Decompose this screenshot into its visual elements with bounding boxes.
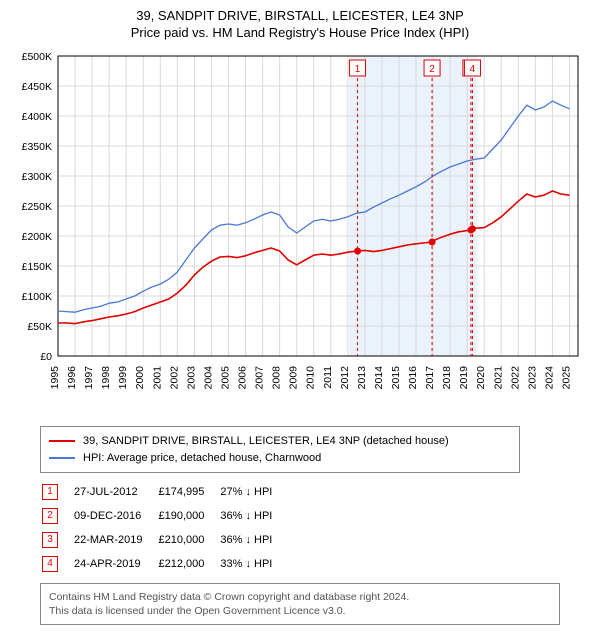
svg-text:2002: 2002 bbox=[168, 366, 180, 390]
legend-item: 39, SANDPIT DRIVE, BIRSTALL, LEICESTER, … bbox=[49, 433, 511, 450]
svg-text:2004: 2004 bbox=[202, 366, 214, 390]
svg-text:2020: 2020 bbox=[475, 366, 487, 390]
price-chart: £0 £50K £100K £150K £200K £250K £300K £350K £400… bbox=[10, 46, 590, 416]
sale-delta: 36% ↓ HPI bbox=[220, 505, 286, 527]
table-row: 2 09-DEC-2016£190,00036% ↓ HPI bbox=[42, 505, 286, 527]
svg-text:2016: 2016 bbox=[407, 366, 419, 390]
svg-text:2: 2 bbox=[429, 64, 435, 75]
svg-text:£450K: £450K bbox=[22, 81, 52, 93]
svg-text:£0: £0 bbox=[40, 351, 52, 363]
legend-label: 39, SANDPIT DRIVE, BIRSTALL, LEICESTER, … bbox=[83, 433, 449, 450]
legend-swatch bbox=[49, 440, 75, 442]
svg-text:2024: 2024 bbox=[543, 366, 555, 390]
svg-text:2019: 2019 bbox=[458, 366, 470, 390]
svg-text:2017: 2017 bbox=[424, 366, 436, 390]
svg-text:2014: 2014 bbox=[373, 366, 385, 390]
attribution: Contains HM Land Registry data © Crown c… bbox=[40, 583, 560, 625]
legend: 39, SANDPIT DRIVE, BIRSTALL, LEICESTER, … bbox=[40, 426, 520, 473]
svg-text:2015: 2015 bbox=[390, 366, 402, 390]
svg-text:2011: 2011 bbox=[322, 366, 334, 389]
svg-text:2000: 2000 bbox=[134, 366, 146, 390]
legend-swatch bbox=[49, 457, 75, 459]
svg-text:2013: 2013 bbox=[356, 366, 368, 390]
svg-text:1996: 1996 bbox=[66, 366, 78, 390]
svg-text:£350K: £350K bbox=[22, 141, 52, 153]
svg-text:£150K: £150K bbox=[22, 261, 52, 273]
sale-marker-cell: 3 bbox=[42, 529, 72, 551]
table-row: 3 22-MAR-2019£210,00036% ↓ HPI bbox=[42, 529, 286, 551]
svg-text:2007: 2007 bbox=[254, 366, 266, 390]
sale-marker-icon: 3 bbox=[42, 532, 58, 548]
attribution-line: Contains HM Land Registry data © Crown c… bbox=[49, 590, 551, 604]
svg-text:1997: 1997 bbox=[83, 366, 95, 390]
svg-text:2008: 2008 bbox=[271, 366, 283, 390]
sale-date: 27-JUL-2012 bbox=[74, 481, 156, 503]
svg-text:1995: 1995 bbox=[49, 366, 61, 390]
sale-date: 24-APR-2019 bbox=[74, 553, 156, 575]
svg-text:£200K: £200K bbox=[22, 231, 52, 243]
svg-text:2003: 2003 bbox=[185, 366, 197, 390]
svg-text:1999: 1999 bbox=[117, 366, 129, 390]
svg-text:2012: 2012 bbox=[339, 366, 351, 390]
sale-price: £190,000 bbox=[158, 505, 218, 527]
svg-text:2001: 2001 bbox=[151, 366, 163, 390]
svg-text:2021: 2021 bbox=[492, 366, 504, 390]
svg-text:4: 4 bbox=[470, 64, 476, 75]
legend-item: HPI: Average price, detached house, Char… bbox=[49, 450, 511, 467]
sale-date: 22-MAR-2019 bbox=[74, 529, 156, 551]
svg-text:2005: 2005 bbox=[219, 366, 231, 390]
table-row: 1 27-JUL-2012£174,99527% ↓ HPI bbox=[42, 481, 286, 503]
sale-delta: 36% ↓ HPI bbox=[220, 529, 286, 551]
table-row: 4 24-APR-2019£212,00033% ↓ HPI bbox=[42, 553, 286, 575]
sale-price: £174,995 bbox=[158, 481, 218, 503]
svg-text:2023: 2023 bbox=[526, 366, 538, 390]
svg-text:£300K: £300K bbox=[22, 171, 52, 183]
sale-marker-icon: 1 bbox=[42, 484, 58, 500]
sale-marker-icon: 4 bbox=[42, 556, 58, 572]
svg-text:1: 1 bbox=[355, 64, 361, 75]
title-block: 39, SANDPIT DRIVE, BIRSTALL, LEICESTER, … bbox=[10, 8, 590, 40]
sale-marker-cell: 2 bbox=[42, 505, 72, 527]
sale-price: £210,000 bbox=[158, 529, 218, 551]
svg-text:£250K: £250K bbox=[22, 201, 52, 213]
svg-text:£500K: £500K bbox=[22, 51, 52, 63]
sale-marker-cell: 1 bbox=[42, 481, 72, 503]
sale-marker-icon: 2 bbox=[42, 508, 58, 524]
svg-text:2022: 2022 bbox=[509, 366, 521, 390]
title-line-2: Price paid vs. HM Land Registry's House … bbox=[10, 25, 590, 40]
sale-delta: 33% ↓ HPI bbox=[220, 553, 286, 575]
svg-text:£100K: £100K bbox=[22, 291, 52, 303]
sale-date: 09-DEC-2016 bbox=[74, 505, 156, 527]
svg-text:1998: 1998 bbox=[100, 366, 112, 390]
svg-text:2006: 2006 bbox=[237, 366, 249, 390]
sales-table: 1 27-JUL-2012£174,99527% ↓ HPI 2 09-DEC-201… bbox=[40, 479, 288, 577]
sale-marker-cell: 4 bbox=[42, 553, 72, 575]
sale-price: £212,000 bbox=[158, 553, 218, 575]
svg-text:2018: 2018 bbox=[441, 366, 453, 390]
legend-label: HPI: Average price, detached house, Char… bbox=[83, 450, 321, 467]
svg-text:£400K: £400K bbox=[22, 111, 52, 123]
attribution-line: This data is licensed under the Open Gov… bbox=[49, 604, 551, 618]
svg-text:£50K: £50K bbox=[27, 321, 52, 333]
title-line-1: 39, SANDPIT DRIVE, BIRSTALL, LEICESTER, … bbox=[10, 8, 590, 23]
chart-container: 39, SANDPIT DRIVE, BIRSTALL, LEICESTER, … bbox=[0, 0, 600, 633]
chart-svg: £0 £50K £100K £150K £200K £250K £300K £350K £400… bbox=[10, 46, 590, 416]
sale-delta: 27% ↓ HPI bbox=[220, 481, 286, 503]
svg-text:2010: 2010 bbox=[305, 366, 317, 390]
svg-text:2009: 2009 bbox=[288, 366, 300, 390]
svg-text:2025: 2025 bbox=[560, 366, 572, 390]
